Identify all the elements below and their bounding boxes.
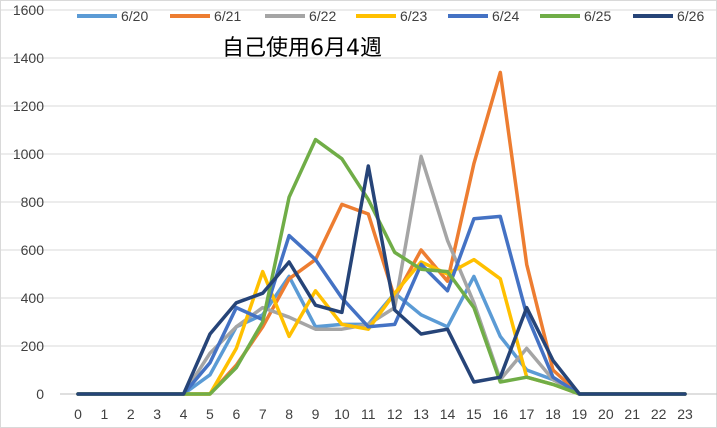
legend-label: 6/25 bbox=[584, 8, 611, 24]
x-axis-ticks: 0 1 2 3 4 5 6 7 8 9 10 11 12 13 14 15 16 17 18 19 20 21 22 23 bbox=[74, 406, 693, 422]
gridlines bbox=[0, 9, 717, 395]
legend-label: 6/26 bbox=[677, 8, 704, 24]
x-tick-label: 20 bbox=[598, 406, 614, 422]
y-axis-ticks: 0 200 400 600 800 1000 1200 1400 1600 bbox=[13, 2, 44, 402]
y-tick-label: 800 bbox=[21, 194, 45, 210]
chart-title: 自己使用6月4週 bbox=[222, 36, 382, 61]
x-tick-label: 5 bbox=[206, 406, 214, 422]
x-tick-label: 0 bbox=[74, 406, 82, 422]
x-tick-label: 16 bbox=[492, 406, 508, 422]
x-tick-label: 23 bbox=[677, 406, 693, 422]
series-line-6-20 bbox=[76, 274, 687, 396]
x-tick-label: 10 bbox=[334, 406, 350, 422]
y-tick-label: 1400 bbox=[13, 50, 44, 66]
series-line-6-22 bbox=[76, 154, 687, 396]
series-lines bbox=[76, 70, 687, 396]
x-tick-label: 19 bbox=[572, 406, 588, 422]
x-tick-label: 15 bbox=[466, 406, 482, 422]
y-tick-label: 0 bbox=[36, 386, 44, 402]
y-tick-label: 400 bbox=[21, 290, 45, 306]
x-tick-label: 13 bbox=[413, 406, 429, 422]
legend-label: 6/20 bbox=[121, 8, 148, 24]
y-tick-label: 1200 bbox=[13, 98, 44, 114]
x-tick-label: 7 bbox=[259, 406, 267, 422]
y-tick-label: 1600 bbox=[13, 2, 44, 18]
series-line-6-26 bbox=[76, 164, 687, 396]
y-tick-label: 1000 bbox=[13, 146, 44, 162]
legend: 6/20 6/21 6/22 6/23 6/24 6/25 6/26 bbox=[77, 8, 704, 24]
x-tick-label: 18 bbox=[545, 406, 561, 422]
y-tick-label: 200 bbox=[21, 338, 45, 354]
series-line-6-25 bbox=[76, 137, 687, 396]
x-tick-label: 11 bbox=[361, 406, 376, 422]
x-tick-label: 12 bbox=[387, 406, 403, 422]
legend-label: 6/22 bbox=[309, 8, 336, 24]
x-tick-label: 9 bbox=[312, 406, 320, 422]
x-tick-label: 4 bbox=[180, 406, 188, 422]
x-tick-label: 3 bbox=[153, 406, 161, 422]
legend-label: 6/24 bbox=[492, 8, 519, 24]
x-tick-label: 6 bbox=[232, 406, 240, 422]
x-tick-label: 17 bbox=[519, 406, 535, 422]
y-tick-label: 600 bbox=[21, 242, 45, 258]
x-tick-label: 14 bbox=[440, 406, 456, 422]
x-tick-label: 22 bbox=[651, 406, 667, 422]
x-tick-label: 8 bbox=[285, 406, 293, 422]
x-tick-label: 21 bbox=[624, 406, 640, 422]
x-tick-label: 1 bbox=[100, 406, 108, 422]
legend-label: 6/23 bbox=[400, 8, 427, 24]
x-tick-label: 2 bbox=[127, 406, 135, 422]
legend-label: 6/21 bbox=[214, 8, 241, 24]
